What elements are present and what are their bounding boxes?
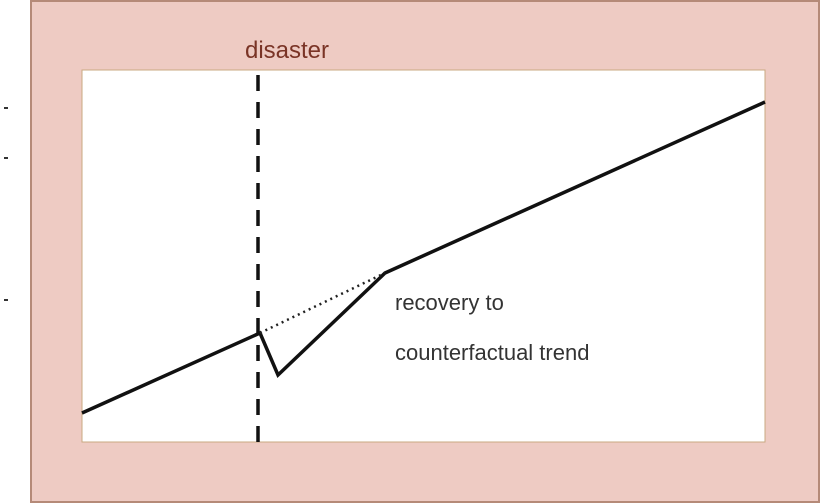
annotation-line: counterfactual trend [395, 340, 589, 365]
counterfactual-trend [259, 271, 386, 335]
outcome-path [81, 100, 766, 415]
event-label: disaster [245, 37, 329, 64]
annotation-line: recovery to [395, 290, 504, 315]
